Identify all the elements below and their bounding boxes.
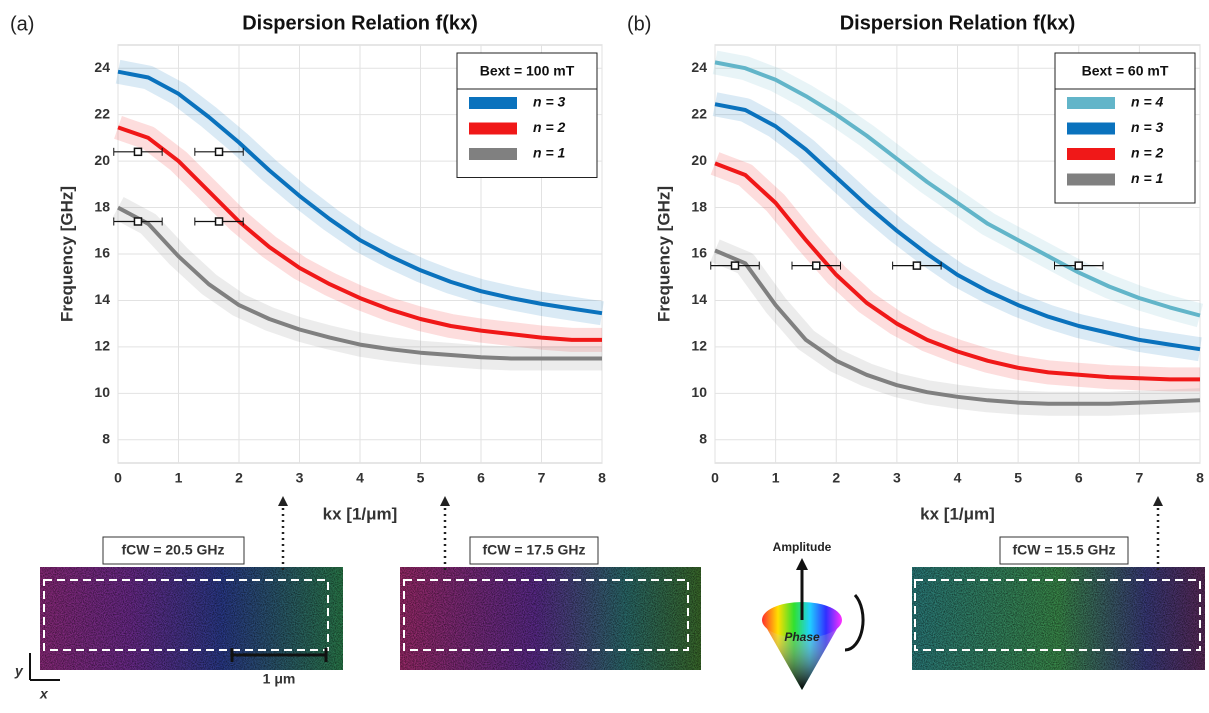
legend-label: n = 1 xyxy=(533,145,566,161)
y-tick-label: 22 xyxy=(691,105,707,121)
x-tick-label: 1 xyxy=(175,470,183,486)
y-axis-label: Frequency [GHz] xyxy=(654,186,673,322)
legend-swatch xyxy=(1067,122,1115,135)
pointer-heads xyxy=(278,496,1163,506)
y-tick-label: 20 xyxy=(691,152,707,168)
x-tick-label: 0 xyxy=(711,470,719,486)
data-point xyxy=(214,147,224,157)
series-line xyxy=(714,102,1201,352)
y-tick-label: 18 xyxy=(691,198,707,214)
x-tick-label: 7 xyxy=(538,470,546,486)
x-tick-label: 8 xyxy=(1196,470,1204,486)
y-tick-label: 20 xyxy=(94,152,110,168)
data-point xyxy=(912,261,922,270)
y-tick-label: 10 xyxy=(691,384,707,400)
legend-title: Bext = 60 mT xyxy=(1082,63,1169,79)
y-tick-label: 8 xyxy=(699,430,707,446)
legend-swatch xyxy=(469,97,517,109)
y-tick-label: 24 xyxy=(94,59,110,75)
series-line xyxy=(714,248,1201,406)
chart-title: Dispersion Relation f(kx) xyxy=(840,12,1076,34)
panel-label: (b) xyxy=(627,13,651,35)
series-line xyxy=(117,205,602,361)
rotation-arrow xyxy=(844,593,865,652)
y-tick-label: 12 xyxy=(691,338,707,354)
legend-swatch xyxy=(469,122,517,135)
label-box xyxy=(469,536,599,565)
y-tick-label: 12 xyxy=(94,338,110,354)
legend-label: n = 2 xyxy=(533,119,566,135)
y-tick-label: 14 xyxy=(691,291,707,307)
panel-label: (a) xyxy=(10,13,34,35)
series-line xyxy=(117,69,603,316)
series-line xyxy=(714,60,1201,318)
x-tick-label: 6 xyxy=(477,470,485,486)
chart-title: Dispersion Relation f(kx) xyxy=(242,12,478,34)
image-label: fCW = 15.5 GHz xyxy=(1012,542,1115,558)
x-tick-label: 8 xyxy=(598,470,606,486)
legend-swatch xyxy=(1067,173,1115,186)
series-line xyxy=(117,125,602,342)
y-axis-label: Frequency [GHz] xyxy=(57,186,76,322)
scale-label: 1 μm xyxy=(263,671,296,687)
x-tick-label: 5 xyxy=(417,470,425,486)
x-tick-label: 7 xyxy=(1135,470,1143,486)
y-tick-label: 16 xyxy=(94,245,110,261)
axis-name: x xyxy=(39,686,49,702)
cone-label: Amplitude xyxy=(773,540,832,554)
legend-label: n = 3 xyxy=(1131,119,1164,135)
x-tick-label: 2 xyxy=(832,470,840,486)
y-tick-label: 16 xyxy=(691,245,707,261)
y-tick-label: 10 xyxy=(94,384,110,400)
data-point xyxy=(730,261,740,270)
legend-label: n = 4 xyxy=(1131,94,1164,110)
cone-shade xyxy=(762,620,842,690)
x-tick-label: 3 xyxy=(296,470,304,486)
x-tick-label: 2 xyxy=(235,470,243,486)
x-tick-label: 1 xyxy=(772,470,780,486)
data-point xyxy=(133,147,143,157)
images: fCW = 20.5 GHz fCW = 17.5 GHz fCW = 15.5… xyxy=(14,496,1205,702)
x-tick-label: 3 xyxy=(893,470,901,486)
data-point xyxy=(133,217,143,226)
legend-title: Bext = 100 mT xyxy=(480,63,575,79)
legend-label: n = 2 xyxy=(1131,145,1164,161)
legend-label: n = 3 xyxy=(533,94,566,110)
axis-name: y xyxy=(14,663,24,679)
image-label: fCW = 17.5 GHz xyxy=(482,542,585,558)
image-label: fCW = 20.5 GHz xyxy=(121,542,224,558)
legend-swatch xyxy=(469,148,517,160)
x-tick-label: 6 xyxy=(1075,470,1083,486)
legend-swatch xyxy=(1067,148,1115,160)
x-tick-label: 0 xyxy=(114,470,122,486)
label-box xyxy=(102,536,245,565)
data-point xyxy=(811,261,821,270)
y-tick-label: 18 xyxy=(94,198,110,214)
data-point xyxy=(1074,261,1083,270)
waveguide xyxy=(914,579,1201,651)
x-axis-label: kx [1/μm] xyxy=(920,504,995,523)
image-noise xyxy=(400,567,701,670)
cone-label: Phase xyxy=(784,630,820,644)
x-axis-label: kx [1/μm] xyxy=(323,504,398,523)
waveguide xyxy=(403,579,689,651)
legend-label: n = 1 xyxy=(1131,170,1164,186)
image-noise xyxy=(40,567,343,670)
data-point xyxy=(214,217,224,226)
y-tick-label: 8 xyxy=(102,430,110,446)
y-tick-label: 22 xyxy=(94,105,110,121)
label-box xyxy=(999,536,1129,565)
x-tick-label: 4 xyxy=(954,470,962,486)
x-tick-label: 5 xyxy=(1014,470,1022,486)
waveguide xyxy=(43,579,329,651)
pointers xyxy=(281,505,1160,570)
legend-swatch xyxy=(1067,97,1115,109)
y-tick-label: 24 xyxy=(691,59,707,75)
arrow-head xyxy=(796,558,808,570)
image-noise xyxy=(912,567,1205,670)
y-tick-label: 14 xyxy=(94,291,110,307)
x-tick-label: 4 xyxy=(356,470,364,486)
series-line xyxy=(714,161,1200,382)
